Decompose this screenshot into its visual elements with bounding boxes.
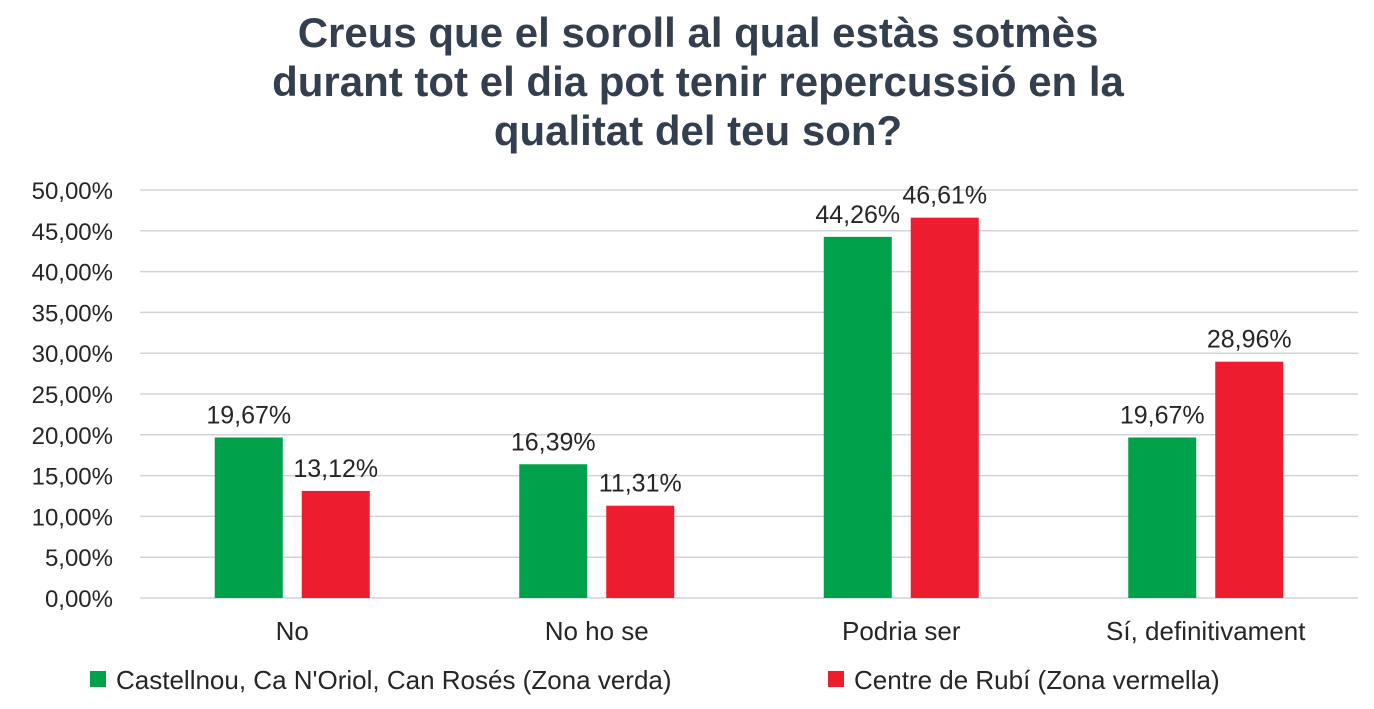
y-tick-label: 25,00% bbox=[32, 382, 113, 409]
bar-zona-vermella bbox=[1215, 361, 1284, 598]
legend: Castellnou, Ca N'Oriol, Can Rosés (Zona … bbox=[90, 665, 1220, 695]
y-tick-label: 30,00% bbox=[32, 341, 113, 368]
y-tick-label: 50,00% bbox=[32, 178, 113, 205]
chart-title-line: qualitat del teu son? bbox=[494, 107, 902, 154]
y-axis-ticks: 0,00% 5,00% 10,00% 15,00% 20,00% 25,00% 30,00%… bbox=[32, 178, 113, 613]
x-axis-categories: No No ho se Podria ser Sí, definitivament bbox=[276, 616, 1307, 646]
y-tick-label: 10,00% bbox=[32, 504, 113, 531]
y-tick-label: 35,00% bbox=[32, 300, 113, 327]
y-tick-label: 20,00% bbox=[32, 423, 113, 450]
legend-swatch bbox=[828, 671, 844, 687]
y-tick-label: 5,00% bbox=[45, 545, 113, 572]
legend-label: Centre de Rubí (Zona vermella) bbox=[854, 665, 1220, 695]
legend-swatch bbox=[90, 671, 106, 687]
y-tick-label: 15,00% bbox=[32, 464, 113, 491]
data-labels: 19,67%13,12%16,39%11,31%44,26%46,61%19,6… bbox=[206, 182, 1291, 498]
data-label: 46,61% bbox=[902, 182, 987, 210]
bars bbox=[214, 217, 1284, 599]
bar-zona-verda bbox=[519, 464, 588, 598]
y-tick-label: 0,00% bbox=[45, 586, 113, 613]
bar-zona-verda bbox=[214, 437, 283, 598]
chart-title-line: durant tot el dia pot tenir repercussió … bbox=[272, 58, 1124, 105]
category-label: Podria ser bbox=[842, 616, 961, 646]
data-label: 19,67% bbox=[1120, 401, 1205, 429]
y-tick-label: 45,00% bbox=[32, 219, 113, 246]
data-label: 11,31% bbox=[599, 470, 682, 498]
y-tick-label: 40,00% bbox=[32, 260, 113, 287]
bar-zona-vermella bbox=[910, 217, 979, 598]
bar-zona-verda bbox=[823, 236, 892, 599]
category-label: No ho se bbox=[545, 616, 649, 646]
data-label: 44,26% bbox=[815, 201, 900, 229]
legend-label: Castellnou, Ca N'Oriol, Can Rosés (Zona … bbox=[116, 665, 672, 695]
data-label: 19,67% bbox=[206, 401, 291, 429]
category-label: Sí, definitivament bbox=[1106, 616, 1306, 646]
bar-zona-verda bbox=[1128, 437, 1197, 598]
chart-title-line: Creus que el soroll al qual estàs sotmès bbox=[298, 9, 1099, 56]
chart-title: Creus que el soroll al qual estàs sotmès… bbox=[272, 9, 1124, 154]
category-label: No bbox=[276, 616, 309, 646]
bar-zona-vermella bbox=[301, 490, 370, 598]
data-label: 16,39% bbox=[511, 428, 596, 456]
data-label: 13,12% bbox=[293, 455, 378, 483]
bar-zona-vermella bbox=[606, 505, 675, 598]
data-label: 28,96% bbox=[1207, 326, 1292, 354]
